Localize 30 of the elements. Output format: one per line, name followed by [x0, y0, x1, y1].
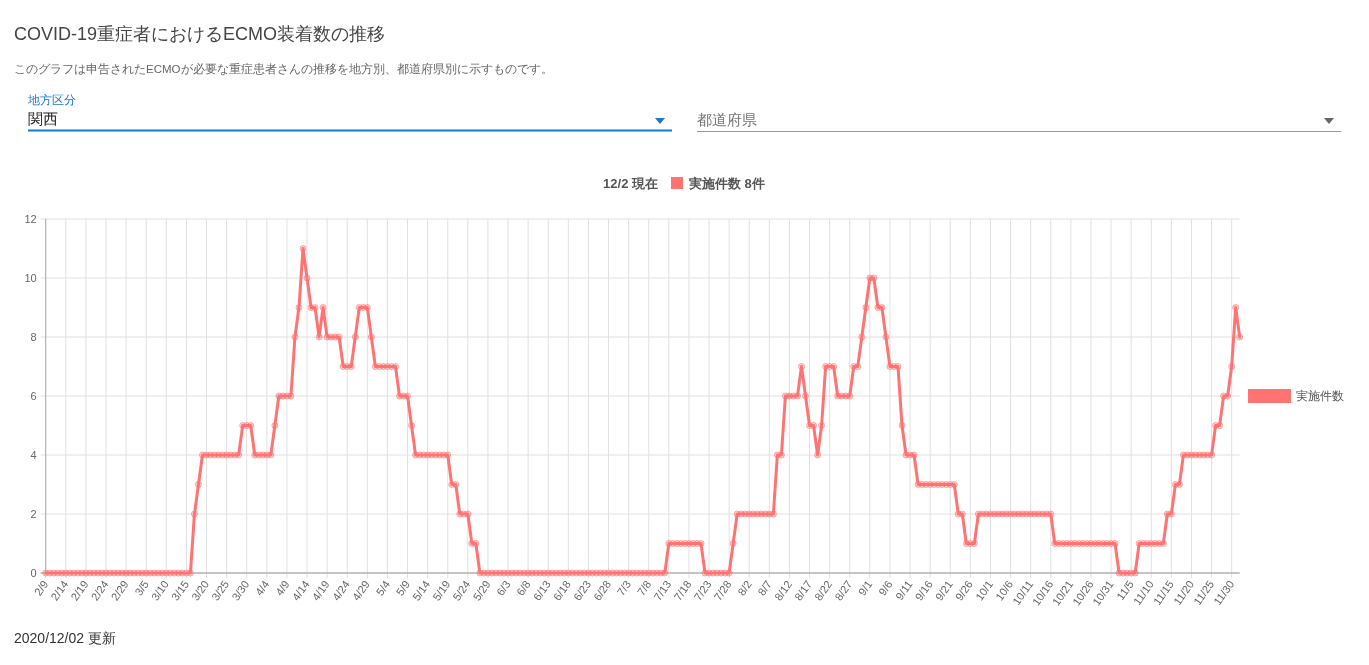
chart-subtitle: このグラフは申告されたECMOが必要な重症患者さんの推移を地方別、都道府県別に示すものです。 — [14, 62, 553, 76]
y-tick-label: 2 — [30, 508, 37, 520]
x-tick-label: 7/8 — [634, 578, 654, 598]
x-tick-label: 4/4 — [252, 578, 272, 598]
x-tick-label: 4/9 — [272, 578, 292, 598]
y-tick-label: 4 — [30, 449, 37, 461]
y-tick-label: 0 — [30, 567, 37, 579]
chart-title: COVID-19重症者におけるECMO装着数の推移 — [14, 24, 386, 44]
text: 関西 — [28, 110, 58, 127]
x-tick-label: 3/5 — [132, 578, 151, 598]
text: 12/2 現在 — [603, 176, 658, 191]
x-tick-label: 7/3 — [614, 578, 634, 598]
text: 地方区分 — [27, 93, 76, 106]
text: 都道府県 — [697, 111, 757, 128]
x-tick-label: 6/3 — [494, 578, 513, 598]
y-tick-label: 12 — [24, 213, 37, 225]
x-tick-label: 9/1 — [855, 578, 875, 598]
text: 2020/12/02 更新 — [14, 630, 116, 646]
y-tick-label: 8 — [30, 331, 37, 343]
x-tick-label: 6/8 — [514, 578, 533, 598]
y-tick-label: 10 — [24, 272, 37, 284]
text: 実施件数 8件 — [688, 176, 765, 191]
y-tick-label: 6 — [30, 390, 37, 402]
legend-label: 実施件数 — [1296, 389, 1344, 402]
x-tick-label: 2/9 — [31, 578, 51, 598]
x-tick-label: 8/2 — [735, 578, 754, 598]
x-tick-label: 5/4 — [373, 578, 393, 598]
x-tick-label: 5/9 — [393, 578, 413, 598]
x-tick-label: 8/7 — [755, 578, 774, 598]
x-tick-label: 9/6 — [875, 578, 895, 598]
